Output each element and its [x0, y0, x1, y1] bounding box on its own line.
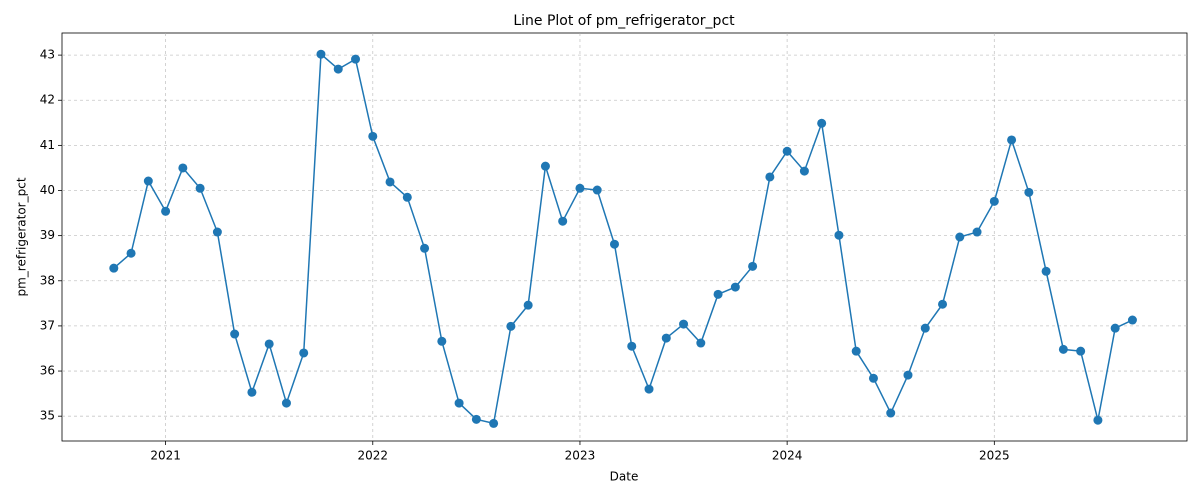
data-point: [385, 177, 395, 187]
data-point: [834, 230, 844, 240]
data-point: [264, 339, 274, 349]
data-point: [730, 282, 740, 292]
data-point: [558, 216, 568, 226]
data-point: [489, 418, 499, 428]
data-point: [523, 300, 533, 310]
data-point: [817, 118, 827, 128]
data-point: [126, 248, 136, 258]
data-point: [454, 398, 464, 408]
data-point: [661, 333, 671, 343]
data-point: [316, 49, 326, 59]
data-point: [109, 263, 119, 273]
y-tick-label: 41: [40, 138, 55, 152]
data-point: [1076, 346, 1086, 356]
data-point: [351, 54, 361, 64]
data-point: [782, 146, 792, 156]
data-point: [368, 131, 378, 141]
data-point: [143, 176, 153, 186]
data-point: [1007, 135, 1017, 145]
data-point: [1058, 344, 1068, 354]
data-point: [281, 398, 291, 408]
data-point: [748, 261, 758, 271]
data-point: [696, 338, 706, 348]
x-tick-label: 2023: [565, 449, 596, 463]
data-point: [679, 319, 689, 329]
data-point: [212, 227, 222, 237]
data-point: [575, 183, 585, 193]
data-point: [178, 163, 188, 173]
data-point: [299, 348, 309, 358]
data-point: [437, 336, 447, 346]
data-point: [247, 387, 257, 397]
y-tick-label: 36: [40, 364, 55, 378]
y-tick-label: 39: [40, 228, 55, 242]
data-point: [1041, 266, 1051, 276]
data-point: [1110, 323, 1120, 333]
data-point: [540, 161, 550, 171]
x-tick-label: 2021: [150, 449, 181, 463]
data-point: [851, 346, 861, 356]
data-point: [402, 192, 412, 202]
data-point: [195, 183, 205, 193]
data-point: [955, 232, 965, 242]
data-point: [1093, 415, 1103, 425]
data-point: [903, 370, 913, 380]
data-point: [799, 166, 809, 176]
data-point: [713, 289, 723, 299]
data-point: [627, 341, 637, 351]
data-point: [886, 408, 896, 418]
y-tick-label: 38: [40, 273, 55, 287]
data-point: [765, 172, 775, 182]
y-tick-label: 43: [40, 48, 55, 62]
data-point: [230, 329, 240, 339]
data-point: [333, 64, 343, 74]
data-point: [972, 227, 982, 237]
x-tick-label: 2025: [979, 449, 1010, 463]
y-axis-label: pm_refrigerator_pct: [15, 177, 29, 296]
y-tick-label: 35: [40, 409, 55, 423]
data-point: [1127, 315, 1137, 325]
data-point: [989, 196, 999, 206]
data-point: [592, 185, 602, 195]
y-tick-label: 42: [40, 93, 55, 107]
x-axis-label: Date: [610, 470, 639, 484]
x-tick-label: 2022: [358, 449, 389, 463]
data-point: [609, 239, 619, 249]
plot-frame: [61, 32, 1188, 442]
data-line: [113, 52, 1133, 425]
data-point: [644, 384, 654, 394]
y-tick-label: 40: [40, 183, 55, 197]
data-point: [471, 414, 481, 424]
data-point: [420, 243, 430, 253]
chart-title: Line Plot of pm_refrigerator_pct: [513, 13, 735, 29]
data-point: [506, 321, 516, 331]
data-point: [868, 373, 878, 383]
y-tick-label: 37: [40, 318, 55, 332]
data-point: [1024, 187, 1034, 197]
data-point: [938, 299, 948, 309]
data-point: [920, 323, 930, 333]
data-point: [161, 206, 171, 216]
x-tick-label: 2024: [772, 449, 803, 463]
